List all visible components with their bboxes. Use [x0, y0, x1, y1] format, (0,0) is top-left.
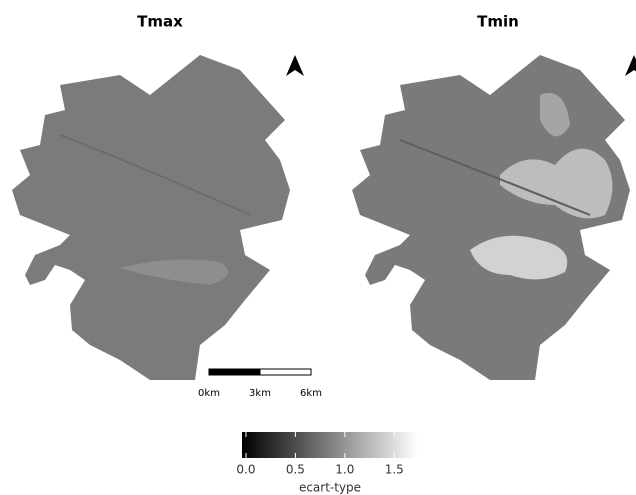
map-tmax [12, 55, 290, 380]
panel-title: Tmax [137, 13, 183, 31]
scale-bar: 0km 3km 6km [198, 368, 322, 399]
colorbar-tick-label: 0.5 [286, 463, 305, 477]
scale-segment [259, 368, 312, 376]
scale-label: 3km [249, 388, 271, 399]
scale-segment [208, 368, 261, 376]
colorbar-title: ecart-type [299, 481, 361, 495]
north-arrow [625, 55, 636, 76]
colorbar-tick-label: 1.0 [335, 463, 354, 477]
colorbar [242, 432, 418, 458]
map-tmin [352, 55, 630, 380]
scale-label: 0km [198, 388, 220, 399]
panel-title: Tmin [477, 13, 519, 31]
north-arrow [286, 55, 304, 76]
colorbar-tick-label: 0.0 [236, 463, 255, 477]
colorbar-tick-label: 1.5 [385, 463, 404, 477]
scale-label: 6km [300, 388, 322, 399]
colorbar-ticks: 0.0 0.5 1.0 1.5 [236, 432, 404, 477]
